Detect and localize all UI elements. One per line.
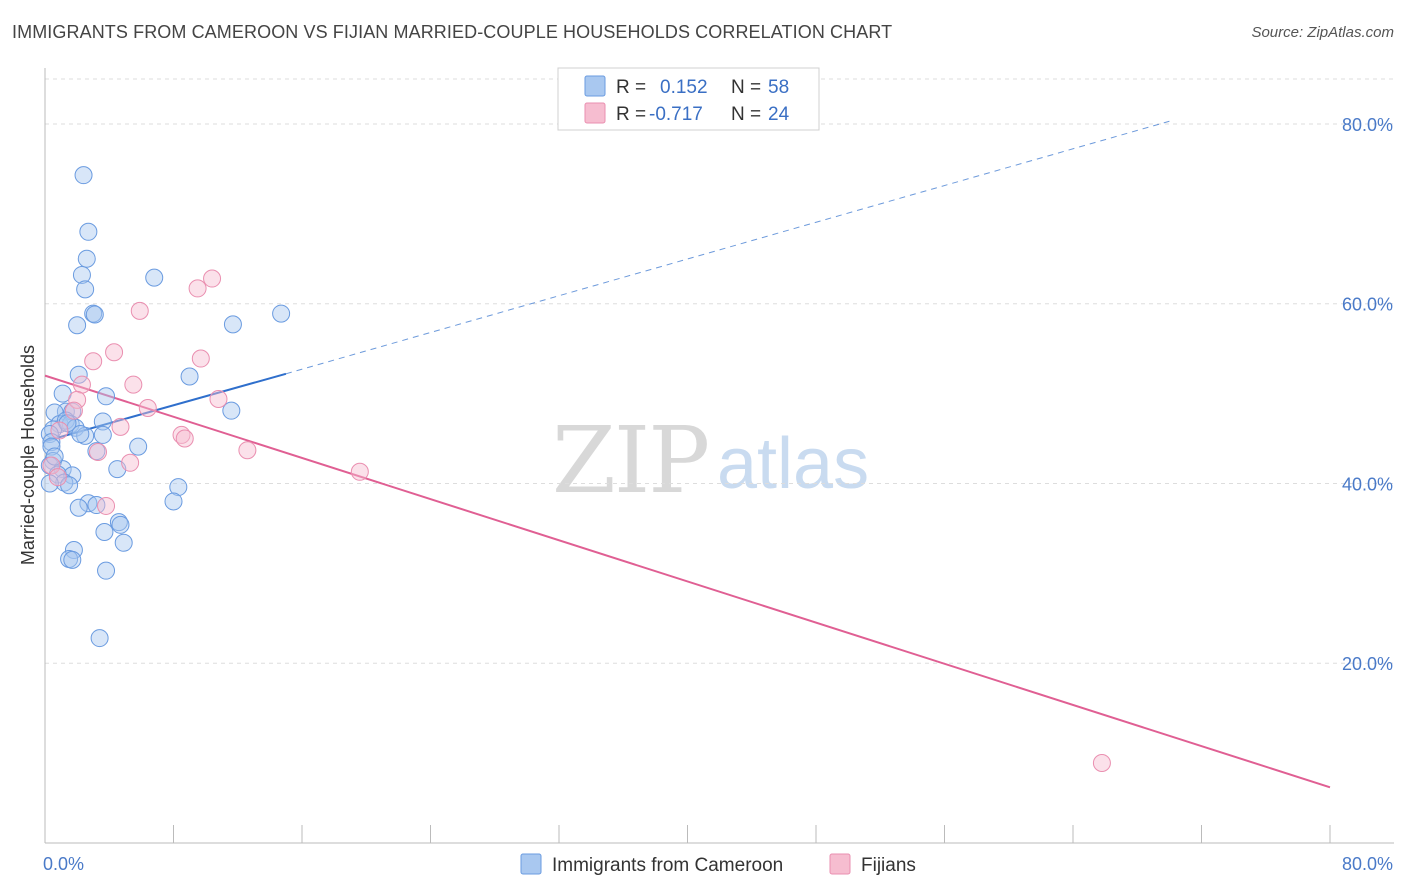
point-fijian — [192, 350, 209, 367]
point-cameroon — [98, 388, 115, 405]
legend-swatch-cameroon — [521, 854, 541, 874]
y-axis-title: Married-couple Households — [18, 345, 38, 565]
legend-n-value: 58 — [768, 77, 789, 98]
x-tick-label: 0.0% — [43, 854, 84, 874]
legend-label-fijians: Fijians — [861, 855, 916, 876]
point-cameroon — [146, 269, 163, 286]
point-fijian — [210, 390, 227, 407]
y-tick-labels: 20.0% 40.0% 60.0% 80.0% — [1342, 115, 1393, 674]
legend-swatch-fijians — [830, 854, 850, 874]
legend-n-value: 24 — [768, 104, 790, 125]
point-cameroon — [72, 426, 89, 443]
watermark-zip: ZIP — [552, 407, 708, 514]
point-cameroon — [70, 499, 87, 516]
point-fijian — [98, 497, 115, 514]
point-cameroon — [64, 551, 81, 568]
point-cameroon — [80, 223, 97, 240]
watermark-atlas: atlas — [717, 424, 869, 504]
point-fijian — [106, 344, 123, 361]
point-cameroon — [224, 316, 241, 333]
point-fijian — [189, 280, 206, 297]
x-tick-label: 80.0% — [1342, 854, 1393, 874]
point-cameroon — [78, 250, 95, 267]
point-fijian — [85, 353, 102, 370]
point-fijian — [125, 376, 142, 393]
point-fijian — [73, 376, 90, 393]
point-fijian — [139, 399, 156, 416]
point-cameroon — [130, 438, 147, 455]
legend-swatch-fijians — [585, 103, 605, 123]
point-cameroon — [91, 630, 108, 647]
point-cameroon — [94, 426, 111, 443]
point-cameroon — [86, 306, 103, 323]
point-cameroon — [96, 524, 113, 541]
legend-r-value: 0.152 — [660, 77, 708, 98]
point-fijian — [112, 418, 129, 435]
legend-bottom: Immigrants from Cameroon Fijians — [521, 854, 916, 876]
point-fijian — [131, 302, 148, 319]
y-tick-label: 80.0% — [1342, 115, 1393, 135]
point-fijian — [51, 422, 68, 439]
legend-r-label: R = — [616, 77, 646, 98]
legend-r-label: R = — [616, 104, 646, 125]
point-fijian — [176, 430, 193, 447]
legend-top: R = 0.152 N = 58 R = -0.717 N = 24 — [558, 68, 819, 130]
watermark: ZIP atlas — [552, 407, 869, 514]
point-cameroon — [115, 534, 132, 551]
point-cameroon — [98, 562, 115, 579]
point-cameroon — [75, 167, 92, 184]
point-cameroon — [77, 281, 94, 298]
point-fijian — [204, 270, 221, 287]
point-fijian — [1093, 755, 1110, 772]
legend-swatch-cameroon — [585, 76, 605, 96]
y-tick-label: 20.0% — [1342, 654, 1393, 674]
trend-line-cameroon-extension — [286, 121, 1169, 374]
y-tick-label: 40.0% — [1342, 474, 1393, 494]
y-tick-label: 60.0% — [1342, 295, 1393, 315]
point-fijian — [122, 454, 139, 471]
chart-canvas: ZIP atlas 20.0% 40.0% 60.0% 80.0% 0.0% 80.0%… — [0, 0, 1406, 892]
point-fijian — [65, 402, 82, 419]
point-cameroon — [69, 317, 86, 334]
legend-n-label: N = — [731, 104, 761, 125]
gridlines — [45, 79, 1394, 663]
point-fijian — [239, 442, 256, 459]
point-fijian — [90, 444, 107, 461]
point-cameroon — [165, 493, 182, 510]
legend-r-value: -0.717 — [649, 104, 703, 125]
legend-label-cameroon: Immigrants from Cameroon — [552, 855, 783, 876]
point-fijian — [49, 469, 66, 486]
point-cameroon — [112, 516, 129, 533]
legend-n-label: N = — [731, 77, 761, 98]
point-cameroon — [181, 368, 198, 385]
point-cameroon — [273, 305, 290, 322]
point-fijian — [351, 463, 368, 480]
